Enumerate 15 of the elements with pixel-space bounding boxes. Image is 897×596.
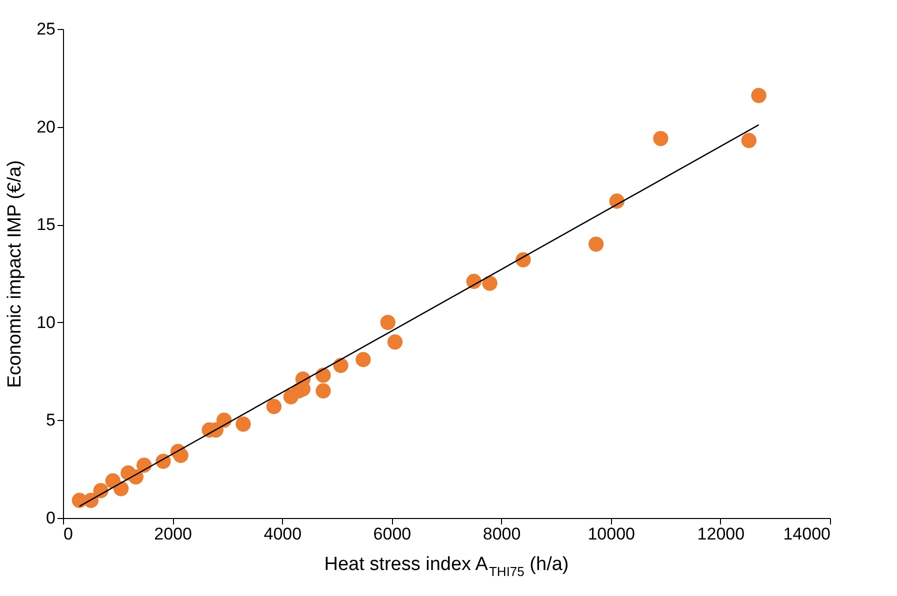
x-tick-label: 10000 bbox=[588, 524, 635, 544]
x-tick-label: 8000 bbox=[482, 524, 521, 544]
y-tick-label: 5 bbox=[46, 410, 56, 430]
y-tick-label: 10 bbox=[36, 312, 56, 332]
y-tick-label: 20 bbox=[36, 117, 56, 136]
y-axis-title: Economic impact IMP (€/a) bbox=[4, 160, 26, 388]
x-tick-label: 0 bbox=[64, 524, 73, 544]
x-tick-label: 4000 bbox=[264, 524, 302, 544]
y-tick-label: 25 bbox=[36, 20, 56, 38]
y-tick-label: 0 bbox=[46, 508, 56, 528]
x-tick-label: 12000 bbox=[697, 524, 745, 544]
y-tick-label: 15 bbox=[36, 215, 56, 234]
x-tick-label: 2000 bbox=[154, 524, 192, 544]
x-tick-label: 6000 bbox=[373, 524, 412, 544]
x-tick-label: 14000 bbox=[783, 524, 830, 544]
